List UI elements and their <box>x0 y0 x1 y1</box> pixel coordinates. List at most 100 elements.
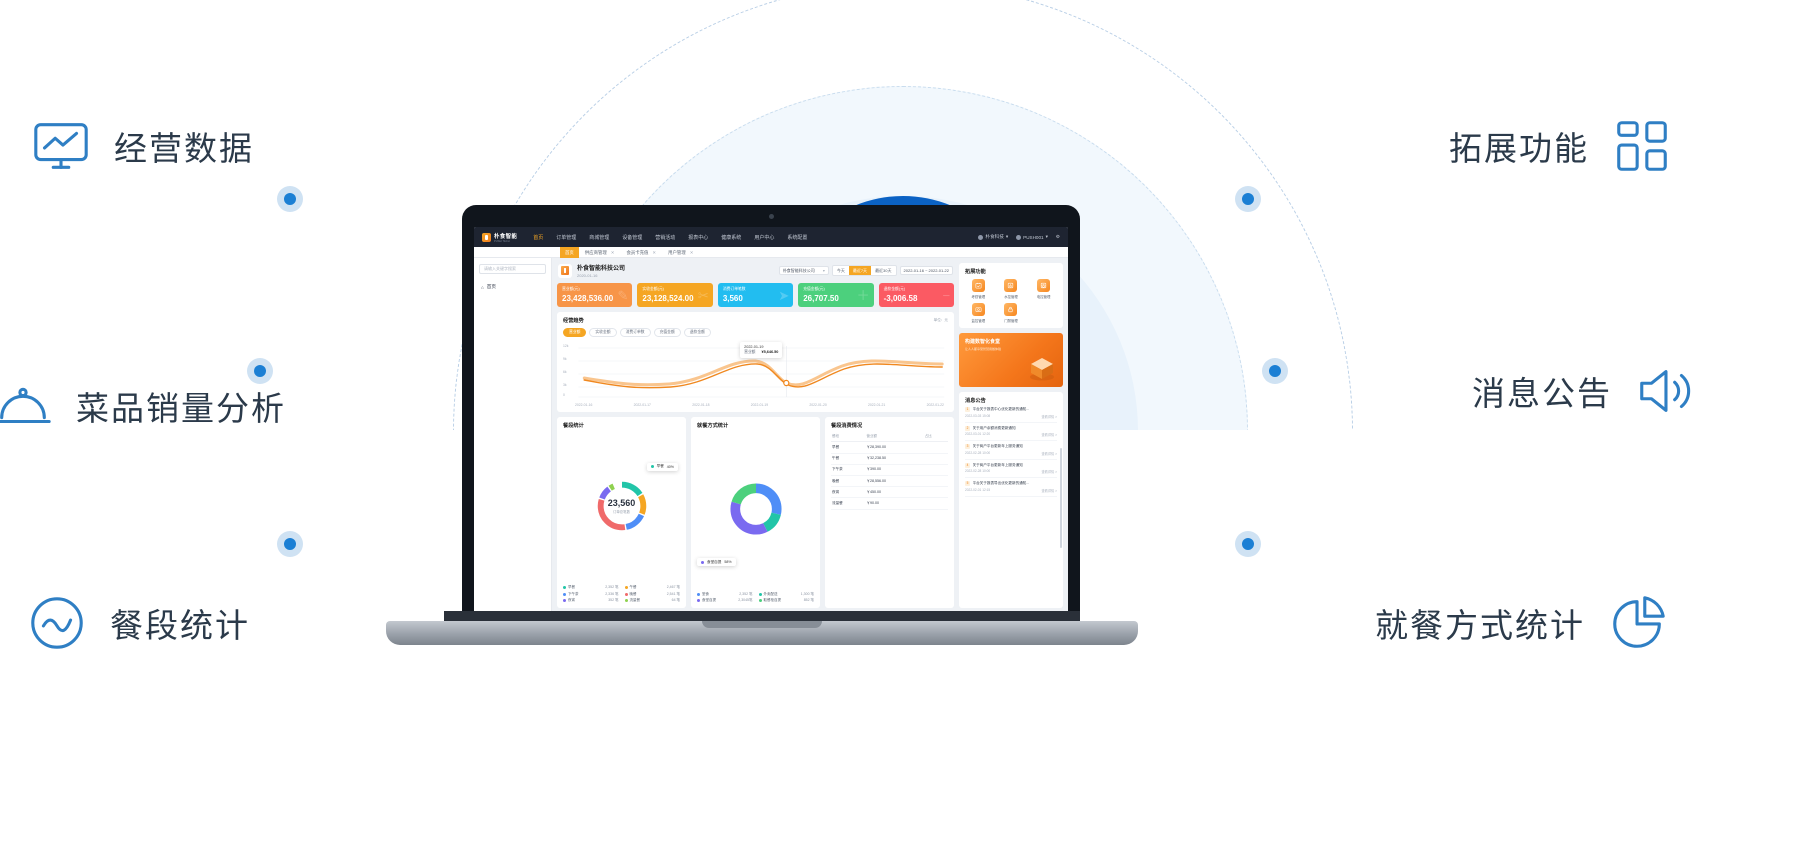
tab-supplier-management[interactable]: 供应商管理 ✕ <box>579 247 621 258</box>
sidebar-item-home[interactable]: ⌂ 首页 <box>479 281 546 293</box>
news-item-title: 关于商户平台更新年上服务通知 <box>972 462 1023 467</box>
news-list-item[interactable]: 5 平台关于报表导出优化更新的通知... 2022-02-01 12:15 查看详情… <box>965 478 1057 497</box>
meal-period-legend: 早餐 2,352 笔 午餐 2,467 笔 下午茶 2,336 笔 晚餐 2,541 笔… <box>563 585 680 603</box>
legend-item: 流量餐 64 笔 <box>624 598 680 603</box>
cell-amount: ￥32,238.50 <box>865 453 924 465</box>
chip-refund[interactable]: 退款金额 <box>683 328 711 338</box>
chip-recharge[interactable]: 充值金额 <box>653 328 681 338</box>
kpi-card-order-count[interactable]: 消费订单笔数 3,560 ➤ <box>717 283 794 307</box>
legend-label: 堂食 <box>702 591 709 596</box>
extension-power[interactable]: 电控管理 <box>1030 279 1057 299</box>
search-input[interactable]: 请输入关键字搜索 <box>479 264 546 274</box>
kpi-card-refund[interactable]: 退款金额(元) -3,006.58 − <box>878 283 955 307</box>
tab-member-recharge[interactable]: 会员卡充值 ✕ <box>620 247 662 258</box>
news-timestamp: 2022-03-03 15:08 <box>965 413 991 418</box>
extension-attendance[interactable]: 考勤管理 <box>965 279 992 299</box>
news-more-link[interactable]: 查看详情 > <box>1041 470 1058 474</box>
feature-label: 消息公告 <box>1472 374 1612 413</box>
legend-item: 下午茶 2,336 笔 <box>563 592 619 597</box>
range-7days[interactable]: 最近7天 <box>848 266 872 275</box>
tab-home[interactable]: 首页 <box>560 246 579 258</box>
chip-received[interactable]: 实收金额 <box>589 328 617 338</box>
nav-item-devices[interactable]: 设备管理 <box>622 234 643 241</box>
meal-period-donut-svg <box>597 481 646 530</box>
company-chip[interactable]: 朴食科技 ▾ <box>978 234 1008 240</box>
user-chip[interactable]: PUSH001 ▾ <box>1016 234 1048 240</box>
news-more-link[interactable]: 查看详情 > <box>1041 433 1058 437</box>
y-tick-0: 0 <box>563 393 565 398</box>
nav-item-home[interactable]: 首页 <box>533 234 544 241</box>
news-item-title: 平台关于报表中心优化更新的通知... <box>972 407 1030 411</box>
news-more-link[interactable]: 查看详情 > <box>1041 414 1058 419</box>
nav-item-health[interactable]: 健康系统 <box>721 234 742 241</box>
close-icon[interactable]: ✕ <box>689 249 694 255</box>
news-index: 2 <box>965 425 970 431</box>
news-item-title: 关于用户余额消费更新通知 <box>972 425 1016 430</box>
feature-dining-mode-stats: 就餐方式统计 <box>1375 592 1669 654</box>
trend-title: 经营趋势 <box>563 318 584 324</box>
cell-pct <box>923 441 948 454</box>
cell-period: 晚餐 <box>831 475 866 488</box>
news-list-item[interactable]: 1 平台关于报表中心优化更新的通知... 2022-03-03 15:08 查看详情… <box>965 404 1057 423</box>
news-list-item[interactable]: 2 关于用户余额消费更新通知 2022-03-01 12:20 查看详情 > <box>965 423 1058 441</box>
kpi-card-revenue[interactable]: 营业额(元) 23,428,536.00 ✎ <box>557 283 633 307</box>
promo-line2: 让人人都享受智慧用餐体验 <box>965 347 1002 351</box>
table-row: 晚餐 ￥28,556.00 <box>831 475 948 488</box>
nav-item-mall[interactable]: 商城管理 <box>589 234 610 241</box>
chevron-down-icon: ▾ <box>1045 234 1048 239</box>
logo-mark-icon <box>482 232 491 242</box>
legend-item: 午餐 2,467 笔 <box>624 585 680 590</box>
feature-announcements: 消息公告 <box>1472 360 1696 422</box>
dining-mode-title: 就餐方式统计 <box>697 423 729 430</box>
tab-label: 首页 <box>565 249 574 255</box>
legend-label: 早餐 <box>568 585 575 589</box>
close-icon[interactable]: ✕ <box>610 249 615 255</box>
range-30days[interactable]: 最近30天 <box>871 266 896 275</box>
legend-label: 取餐柜自提 <box>763 598 782 602</box>
news-scrollbar[interactable] <box>1060 448 1062 548</box>
cell-pct <box>923 497 948 510</box>
extension-monitor[interactable]: 监控管理 <box>965 303 992 323</box>
range-today[interactable]: 今天 <box>832 266 849 275</box>
chevron-down-icon: ▾ <box>1005 234 1009 239</box>
nav-item-marketing[interactable]: 营销活动 <box>655 234 676 241</box>
kpi-card-recharge[interactable]: 充值金额(元) 26,707.50 ＋ <box>798 283 874 307</box>
laptop-mockup: 朴食智能 PUSHI TECH 首页 订单管理 商城管理 设备管理 营销活动 报… <box>386 205 1138 645</box>
nav-item-users[interactable]: 用户中心 <box>754 234 775 241</box>
donut-center-value: 23,560 <box>607 497 636 508</box>
nav-item-reports[interactable]: 报表中心 <box>688 234 709 241</box>
trend-filter-chips: 营业额 实收金额 消费订单数 充值金额 退款金额 <box>563 328 948 338</box>
news-more-link[interactable]: 查看详情 > <box>1041 451 1058 456</box>
legend-value: 352 笔 <box>608 598 619 602</box>
news-list-item[interactable]: 4 关于商户平台更新年上服务通知 2022-02-28 10:00 查看详情 > <box>965 460 1058 478</box>
donut-center-label: 订单总笔数 <box>613 509 630 514</box>
meal-period-title: 餐段统计 <box>563 423 584 430</box>
kpi-label: 退款金额(元) <box>883 287 906 291</box>
store-select[interactable]: 朴食智能科技公司 ▾ <box>778 266 829 275</box>
kpi-card-received[interactable]: 实收金额(元) 23,128,524.00 ✂ <box>637 283 713 307</box>
feature-extensions: 拓展功能 <box>1449 115 1673 177</box>
chip-revenue[interactable]: 营业额 <box>563 328 587 338</box>
nav-item-orders[interactable]: 订单管理 <box>556 234 577 241</box>
news-more-link[interactable]: 查看详情 > <box>1041 488 1058 493</box>
date-range-picker[interactable]: 2022-01-16 ~ 2022-01-22 <box>899 266 953 275</box>
pie-chart-icon <box>1607 592 1669 654</box>
news-index: 4 <box>965 462 970 468</box>
tab-user-management[interactable]: 用户管理 ✕ <box>662 247 699 258</box>
legend-value: 2,467 笔 <box>666 585 680 589</box>
gear-icon[interactable]: ⚙ <box>1055 234 1060 239</box>
close-icon[interactable]: ✕ <box>652 249 657 255</box>
tab-label: 会员卡充值 <box>626 249 649 255</box>
dining-mode-legend: 堂食 2,352 笔 外卖配送 1,300 笔 食堂自提 2,3045笔 取餐柜自提 8… <box>697 592 814 604</box>
table-row: 流量餐 ￥90.00 <box>831 497 948 510</box>
extension-water[interactable]: 水控管理 <box>998 279 1025 299</box>
news-list-item[interactable]: 3 关于商户平台更新年上服务通知 2022-02-28 10:00 查看详情 > <box>965 441 1057 460</box>
extension-door-access[interactable]: 门禁管理 <box>998 303 1025 323</box>
dining-mode-panel: 就餐方式统计 <box>691 417 820 608</box>
chip-order-count[interactable]: 消费订单数 <box>619 328 651 338</box>
x-tick: 2022-01-18 <box>692 403 710 408</box>
trend-card: 经营趋势 单位：元 营业额 实收金额 消费订单数 充值金额 退款金额 <box>557 312 954 413</box>
promo-banner[interactable]: 构建数智化食堂 让人人都享受智慧用餐体验 <box>959 333 1063 387</box>
nav-item-settings[interactable]: 系统配置 <box>787 234 808 241</box>
dining-mode-donut-svg <box>729 483 782 535</box>
